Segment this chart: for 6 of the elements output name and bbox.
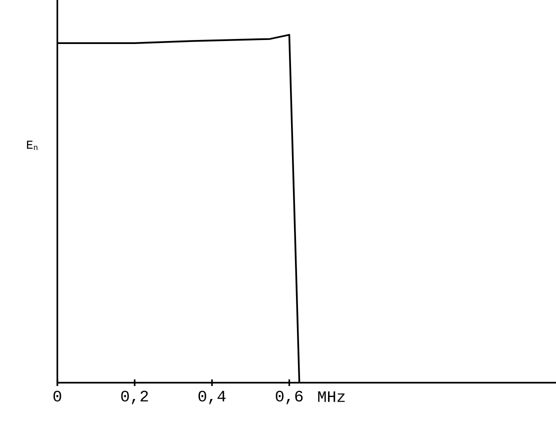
y-axis-title: E$_{n}$ — [27, 140, 38, 150]
x-tick-label: 0,4 — [198, 390, 226, 404]
x-tick-label: 0,2 — [121, 390, 148, 404]
x-tick-label: 0 — [54, 390, 62, 402]
x-axis-title: MHz — [318, 391, 345, 402]
x-tick-label: 0,6 — [276, 390, 303, 404]
